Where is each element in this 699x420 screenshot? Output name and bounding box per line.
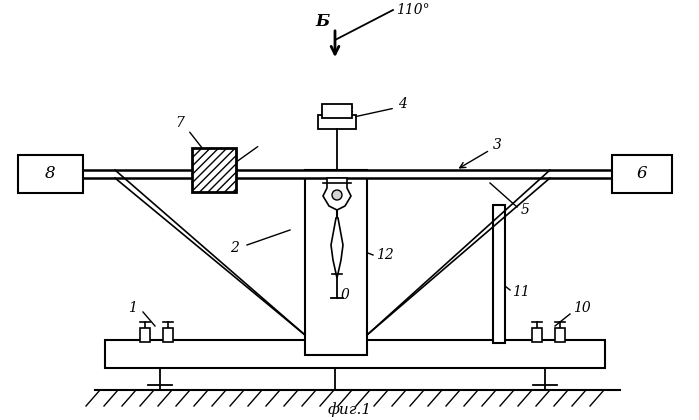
Text: Б: Б bbox=[316, 13, 330, 31]
Circle shape bbox=[332, 190, 342, 200]
Bar bbox=[555, 328, 565, 342]
Text: 8: 8 bbox=[45, 165, 55, 183]
Text: 5: 5 bbox=[521, 203, 529, 217]
Text: 1: 1 bbox=[127, 301, 136, 315]
Bar bbox=[18, 155, 83, 193]
Text: 11: 11 bbox=[512, 285, 530, 299]
Bar bbox=[192, 148, 236, 192]
Text: 110°: 110° bbox=[396, 3, 430, 17]
Polygon shape bbox=[331, 218, 343, 278]
Bar bbox=[493, 205, 505, 343]
Bar bbox=[305, 170, 367, 355]
Text: 3: 3 bbox=[493, 138, 501, 152]
Bar bbox=[532, 328, 542, 342]
Text: фиг.1: фиг.1 bbox=[328, 402, 372, 417]
Bar bbox=[322, 104, 352, 118]
Text: 6: 6 bbox=[637, 165, 647, 183]
Bar bbox=[140, 328, 150, 342]
Text: 12: 12 bbox=[376, 248, 394, 262]
Text: 0: 0 bbox=[340, 288, 350, 302]
Bar bbox=[318, 115, 356, 129]
Bar bbox=[163, 328, 173, 342]
Text: 4: 4 bbox=[398, 97, 406, 111]
Bar bbox=[105, 340, 605, 368]
Polygon shape bbox=[323, 178, 351, 210]
Text: 7: 7 bbox=[175, 116, 185, 130]
Bar bbox=[55, 170, 650, 178]
Text: 10: 10 bbox=[573, 301, 591, 315]
Text: 2: 2 bbox=[231, 241, 240, 255]
Bar bbox=[612, 155, 672, 193]
